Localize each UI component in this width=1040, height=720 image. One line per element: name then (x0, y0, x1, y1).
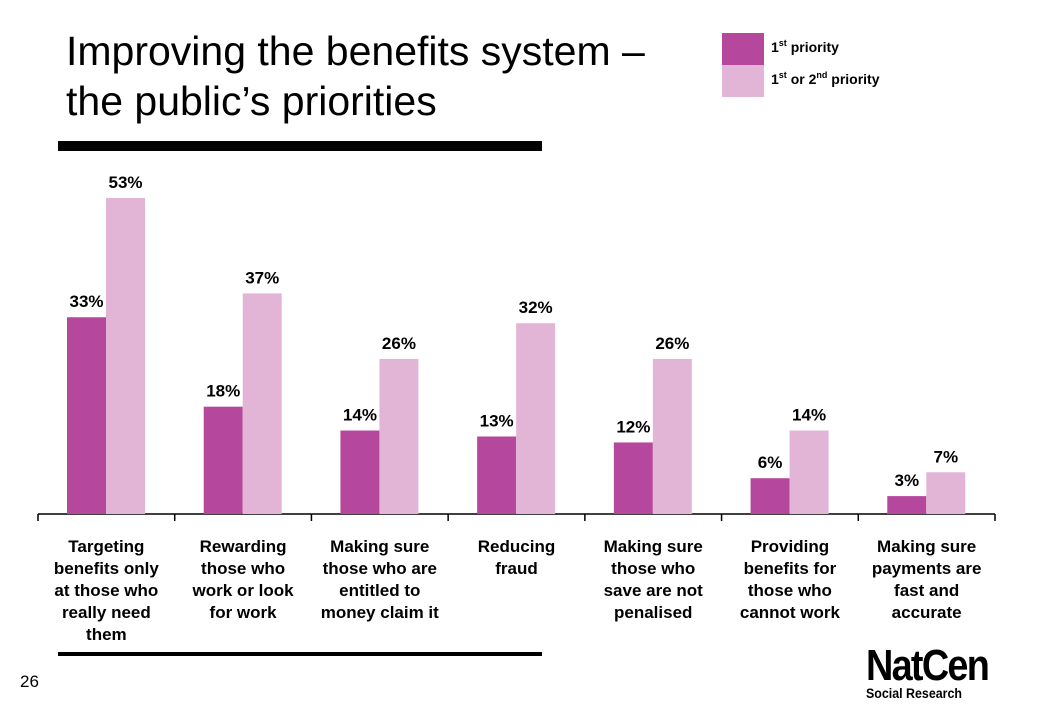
bar-first-priority (67, 317, 106, 514)
title-line-1: Improving the benefits system – (66, 28, 645, 74)
category-label-line: Reducing (478, 537, 555, 556)
legend-swatch-first-or-second-priority (722, 65, 764, 97)
bar-first-priority (750, 478, 790, 514)
category-label-line: those who (201, 559, 285, 578)
bar-value-label: 33% (69, 292, 103, 311)
legend-label-second-suffix: priority (827, 71, 880, 87)
bar-first-priority (613, 442, 653, 514)
bar-first-or-second-priority (242, 293, 282, 514)
category-label: Making sure those who save are not penalise… (604, 537, 704, 622)
category-label-line: for work (210, 603, 278, 622)
logo-sub-text: Social Research (866, 686, 962, 701)
title-underline (58, 141, 542, 151)
bar-value-label: 26% (655, 334, 689, 353)
legend-label-second-sup2: nd (816, 70, 828, 80)
legend-label-first-prefix: 1 (771, 39, 779, 55)
category-label-line: them (86, 625, 127, 644)
category-label-line: entitled to (339, 581, 420, 600)
bar-first-or-second-priority (516, 323, 556, 514)
category-label-line: Providing (751, 537, 829, 556)
bar-first-or-second-priority (106, 198, 145, 514)
category-label-line: penalised (614, 603, 692, 622)
title-line-2: the public’s priorities (66, 78, 437, 124)
bar-value-label: 53% (108, 173, 142, 192)
natcen-logo: NatCen Social Research (866, 641, 990, 702)
legend-swatch-first-priority (722, 33, 764, 65)
category-label-line: Making sure (604, 537, 703, 556)
bar-value-label: 7% (933, 447, 958, 466)
bar-first-or-second-priority (379, 358, 419, 514)
bar-first-priority (887, 496, 927, 514)
bar-first-priority (340, 430, 380, 514)
category-label-line: Making sure (877, 537, 976, 556)
category-label: Targeting benefits only at those who really… (54, 537, 159, 644)
category-label-line: save are not (604, 581, 704, 600)
bar-value-label: 13% (480, 411, 514, 430)
category-label-line: payments are (872, 559, 982, 578)
legend-label-second-middle: or 2 (786, 71, 817, 87)
legend-label-first-or-second-priority: 1st or 2nd priority (771, 70, 880, 88)
category-label-line: Targeting (68, 537, 144, 556)
legend-label-second-sup: st (778, 70, 787, 80)
category-label-line: Rewarding (200, 537, 287, 556)
legend-label-first-sup: st (778, 38, 787, 48)
category-label: Providing benefits for those who cannot wor… (740, 537, 841, 622)
bar-value-label: 14% (343, 406, 377, 425)
category-label-line: cannot work (740, 603, 841, 622)
category-label-line: fast and (894, 581, 959, 600)
page-number: 26 (20, 672, 39, 691)
category-label-line: Making sure (330, 537, 429, 556)
bar-value-label: 6% (758, 453, 783, 472)
category-label-line: benefits only (54, 559, 159, 578)
bar-value-label: 26% (382, 334, 416, 353)
category-label: Reducing fraud (478, 537, 555, 578)
category-label-line: at those who (54, 581, 158, 600)
category-label-line: work or look (192, 581, 295, 600)
category-label-line: money claim it (321, 603, 439, 622)
bar-first-or-second-priority (652, 358, 692, 514)
category-label: Making sure payments are fast and accurate (872, 537, 982, 622)
legend-label-first-priority: 1st priority (771, 38, 839, 56)
bar-value-label: 14% (792, 406, 826, 425)
chart-bottom-rule (58, 652, 542, 656)
category-label-line: those who (611, 559, 695, 578)
category-label-line: benefits for (744, 559, 837, 578)
category-label-line: accurate (892, 603, 962, 622)
bar-value-label: 37% (245, 268, 279, 287)
bar-first-or-second-priority (926, 472, 966, 514)
bar-value-label: 18% (206, 382, 240, 401)
bar-first-priority (477, 436, 517, 514)
bar-value-label: 32% (519, 298, 553, 317)
category-label-line: those who (748, 581, 832, 600)
legend-label-first-middle: priority (786, 39, 839, 55)
bar-value-label: 12% (616, 417, 650, 436)
bar-first-or-second-priority (789, 430, 829, 514)
logo-main-text: NatCen (866, 641, 990, 690)
category-label-line: fraud (495, 559, 538, 578)
category-label: Rewarding those who work or look for work (192, 537, 295, 622)
category-label-line: really need (62, 603, 151, 622)
bar-first-priority (203, 406, 243, 514)
page-title: Improving the benefits system – the publ… (66, 26, 726, 126)
category-label-line: those who are (323, 559, 437, 578)
legend-label-second-prefix: 1 (771, 71, 779, 87)
bar-value-label: 3% (894, 471, 919, 490)
category-label: Making sure those who are entitled to money… (321, 537, 439, 622)
